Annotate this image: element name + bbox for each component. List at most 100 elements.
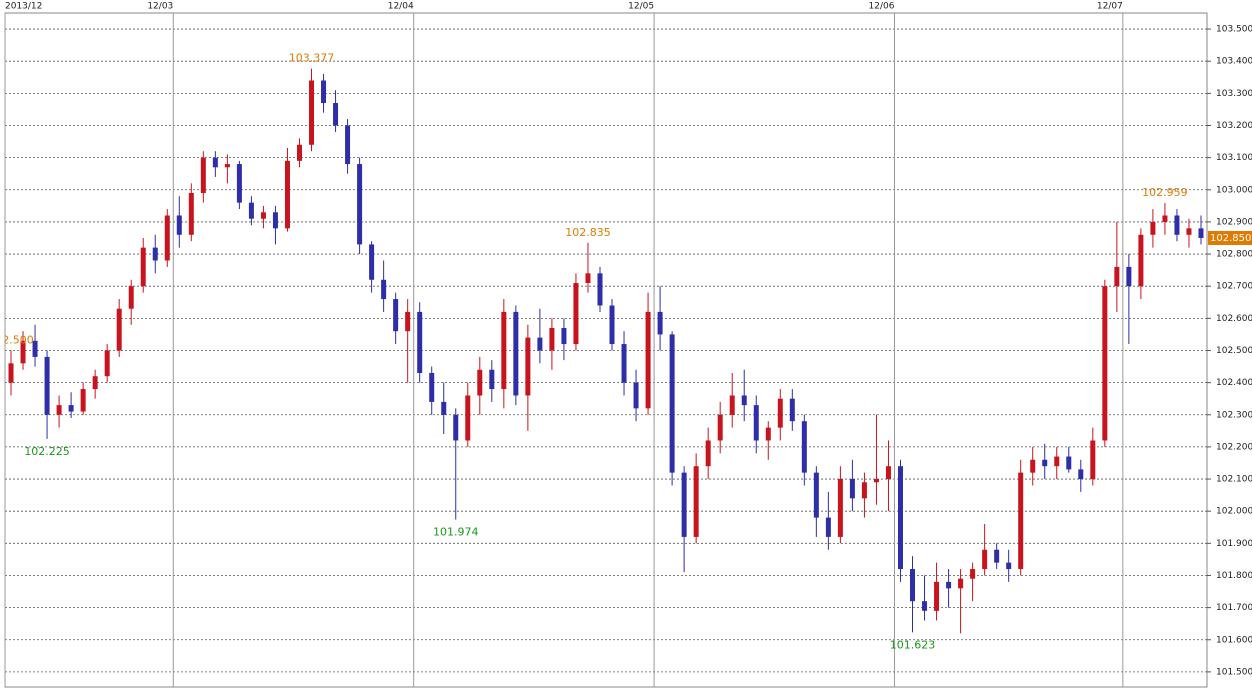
candle-body xyxy=(525,337,531,396)
y-tick-label: 102.200 xyxy=(1216,442,1252,452)
candle-body xyxy=(645,311,651,409)
candle-body xyxy=(20,340,26,364)
y-tick-label: 103.100 xyxy=(1216,153,1252,163)
candle-body xyxy=(910,569,916,602)
x-tick-label: 12/03 xyxy=(147,2,173,12)
candle-body xyxy=(284,160,290,229)
annotation: 102.959 xyxy=(1142,186,1188,199)
candle-body xyxy=(885,466,891,480)
candle-body xyxy=(1162,215,1168,222)
annotation: 103.377 xyxy=(289,52,335,65)
candle-body xyxy=(1006,562,1012,570)
candle-body xyxy=(585,273,591,283)
candle-body xyxy=(597,273,603,306)
candles xyxy=(8,68,1204,634)
y-tick-label: 103.500 xyxy=(1216,25,1252,35)
candle-body xyxy=(753,405,759,441)
candle-body xyxy=(1090,440,1096,480)
candle-body xyxy=(236,164,242,203)
candle-body xyxy=(8,363,14,383)
candle-body xyxy=(345,125,351,165)
candle-body xyxy=(1198,228,1204,238)
candle-body xyxy=(92,376,98,390)
candle-body xyxy=(958,578,964,589)
candle-body xyxy=(849,479,855,499)
x-tick-label: 12/04 xyxy=(388,2,414,12)
candle-body xyxy=(1114,266,1120,287)
y-tick-label: 101.600 xyxy=(1216,635,1252,645)
candle-body xyxy=(1030,459,1036,473)
candle-body xyxy=(260,212,266,219)
candle-body xyxy=(621,344,627,383)
y-tick-label: 102.700 xyxy=(1216,282,1252,292)
y-tick-label: 103.400 xyxy=(1216,57,1252,67)
candle-body xyxy=(573,282,579,345)
candle-body xyxy=(80,389,86,412)
candle-body xyxy=(44,356,50,415)
candle-body xyxy=(549,327,555,351)
y-tick-label: 102.500 xyxy=(1216,346,1252,356)
candle-body xyxy=(1078,469,1084,480)
candle-body xyxy=(765,427,771,441)
candle-body xyxy=(68,405,74,412)
y-tick-label: 102.100 xyxy=(1216,475,1252,485)
candle-body xyxy=(681,472,687,537)
candle-body xyxy=(1102,286,1108,441)
candle-body xyxy=(152,247,158,261)
candle-body xyxy=(1138,234,1144,287)
candle-body xyxy=(176,215,182,235)
candle-body xyxy=(393,299,399,332)
labels: 102.500 102.225 103.377 101.974 102.835 101.6… xyxy=(0,52,1188,652)
candle-body xyxy=(1126,266,1132,287)
y-tick-label: 102.000 xyxy=(1216,507,1252,517)
candle-body xyxy=(248,202,254,219)
candle-body xyxy=(296,144,302,161)
y-tick-label: 102.300 xyxy=(1216,410,1252,420)
y-tick-label: 102.900 xyxy=(1216,217,1252,227)
y-tick-label: 103.200 xyxy=(1216,121,1252,131)
candle-body xyxy=(1150,221,1156,235)
annotation: 102.835 xyxy=(565,226,611,239)
candle-body xyxy=(561,327,567,345)
x-tick-label: 2013/12 xyxy=(5,2,42,12)
candle-body xyxy=(789,398,795,422)
candle-body xyxy=(801,421,807,473)
candle-body xyxy=(441,401,447,415)
candle-body xyxy=(934,581,940,611)
y-tick-label: 102.600 xyxy=(1216,314,1252,324)
y-tick-label: 103.300 xyxy=(1216,89,1252,99)
x-tick-label: 12/07 xyxy=(1097,2,1123,12)
candle-body xyxy=(813,472,819,518)
candle-body xyxy=(1186,228,1192,235)
candle-body xyxy=(633,382,639,409)
y-tick-label: 101.500 xyxy=(1216,667,1252,677)
candle-body xyxy=(777,398,783,428)
candle-body xyxy=(453,414,459,441)
y-tick-label: 101.900 xyxy=(1216,539,1252,549)
candle-body xyxy=(56,405,62,415)
candle-body xyxy=(609,305,615,345)
grid xyxy=(4,13,1207,687)
candle-body xyxy=(489,369,495,390)
candle-body xyxy=(873,479,879,483)
last-price-label: 102.850 xyxy=(1210,233,1251,244)
candle-body xyxy=(897,466,903,570)
candle-body xyxy=(922,601,928,611)
candle-body xyxy=(188,192,194,235)
candle-body xyxy=(837,479,843,537)
candle-body xyxy=(272,212,278,229)
candle-body xyxy=(116,308,122,351)
candle-body xyxy=(465,395,471,441)
candle-body xyxy=(501,311,507,390)
candle-body xyxy=(1018,472,1024,570)
annotation: 102.500 xyxy=(0,333,34,346)
candle-body xyxy=(477,369,483,396)
candle-body xyxy=(861,482,867,499)
annotation: 101.623 xyxy=(890,638,936,651)
candle-body xyxy=(693,466,699,537)
candle-body xyxy=(309,80,315,145)
y-tick-label: 101.700 xyxy=(1216,603,1252,613)
annotation: 102.225 xyxy=(24,445,70,458)
candle-body xyxy=(982,549,988,570)
candle-body xyxy=(164,215,170,261)
